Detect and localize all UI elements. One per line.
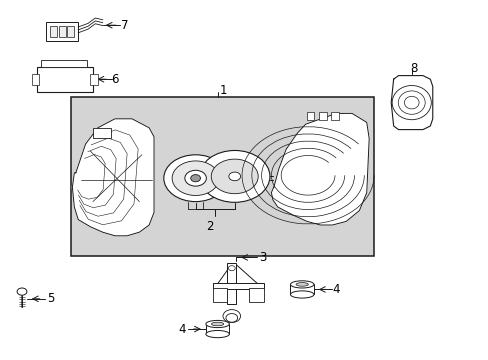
Ellipse shape [205, 330, 229, 338]
Text: 4: 4 [178, 323, 185, 336]
Bar [306, 112, 314, 120]
Bar [249, 288, 264, 302]
Text: 8: 8 [409, 62, 417, 75]
Bar [67, 26, 74, 37]
Text: 6: 6 [111, 73, 118, 86]
Ellipse shape [205, 320, 229, 328]
Bar [46, 22, 78, 41]
Polygon shape [271, 113, 368, 225]
Circle shape [211, 159, 258, 194]
Bar [90, 74, 98, 85]
Circle shape [163, 155, 227, 202]
Bar [227, 263, 236, 304]
Circle shape [225, 314, 237, 322]
Circle shape [17, 288, 27, 295]
Circle shape [184, 170, 206, 186]
Circle shape [190, 175, 200, 182]
Bar [330, 112, 338, 120]
Text: 5: 5 [47, 292, 55, 305]
Bar [71, 97, 373, 256]
Ellipse shape [290, 281, 313, 288]
Text: 4: 4 [332, 283, 339, 296]
Circle shape [228, 172, 240, 181]
Bar [318, 112, 326, 120]
Bar [93, 128, 111, 138]
Polygon shape [390, 76, 432, 130]
Text: 3: 3 [259, 251, 266, 264]
Text: 7: 7 [121, 19, 128, 32]
Bar [59, 26, 65, 37]
Ellipse shape [211, 322, 224, 326]
Bar [212, 283, 264, 289]
Bar [41, 60, 87, 67]
Text: 1: 1 [220, 84, 227, 96]
Polygon shape [72, 119, 154, 236]
Circle shape [172, 161, 219, 195]
Circle shape [199, 150, 269, 202]
Circle shape [228, 266, 235, 271]
Ellipse shape [290, 291, 313, 298]
Circle shape [223, 310, 240, 323]
Ellipse shape [295, 283, 307, 286]
Text: 2: 2 [206, 220, 214, 233]
Bar [32, 74, 39, 85]
Bar [50, 26, 57, 37]
Bar [212, 288, 227, 302]
Bar [37, 67, 93, 92]
